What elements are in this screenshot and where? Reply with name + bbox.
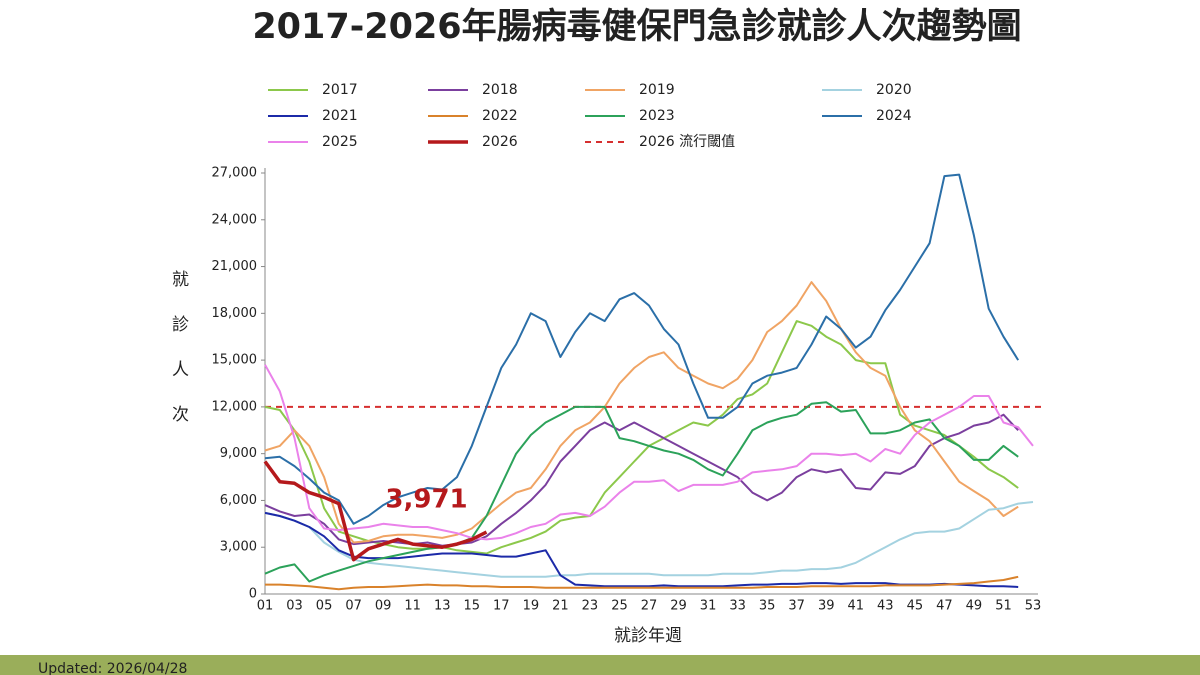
x-tick-label: 17 [493,599,510,614]
series-line [264,364,1034,541]
x-tick-label: 01 [257,599,274,614]
y-tick-label: 12,000 [212,399,258,414]
y-tick-label: 18,000 [212,306,258,321]
series-line [263,460,488,562]
x-tick-label: 19 [523,599,540,614]
legend-label: 2021 [322,108,358,124]
y-tick-label: 0 [249,587,257,602]
y-tick-label: 3,000 [220,540,257,555]
x-tick-label: 53 [1025,599,1042,614]
series-line [264,281,1019,544]
x-tick-label: 15 [463,599,480,614]
series-line [264,173,1020,525]
x-tick-label: 05 [316,599,333,614]
legend-label: 2019 [639,82,675,98]
legend-label: 2023 [639,108,675,124]
x-tick-label: 45 [907,599,924,614]
x-tick-label: 35 [759,599,776,614]
x-tick-label: 37 [788,599,805,614]
x-tick-label: 13 [434,599,451,614]
x-tick-label: 21 [552,599,569,614]
x-tick-label: 09 [375,599,392,614]
x-tick-label: 41 [847,599,864,614]
legend-label: 2026 流行閾值 [639,134,735,150]
x-tick-label: 39 [818,599,835,614]
legend-label: 2022 [482,108,518,124]
x-tick-label: 11 [404,599,421,614]
footer-text: Updated: 2026/04/28 [38,661,187,675]
legend-label: 2024 [876,108,912,124]
chart-title: 2017-2026年腸病毒健保門急診就診人次趨勢圖 [252,7,1021,47]
x-tick-label: 29 [670,599,687,614]
series-line [264,413,1019,547]
x-tick-label: 07 [345,599,362,614]
y-tick-label: 9,000 [220,446,257,461]
x-axis-label: 就診年週 [614,626,682,646]
y-axis-label: 就診人次 [168,270,189,450]
series-line [264,501,1034,578]
x-tick-label: 27 [641,599,658,614]
footer-band [0,655,1200,675]
y-tick-label: 6,000 [220,493,257,508]
series-line [264,401,1019,583]
y-tick-label: 24,000 [212,212,258,227]
x-tick-label: 49 [966,599,983,614]
y-tick-label: 27,000 [212,166,258,181]
legend-label: 2017 [322,82,358,98]
x-tick-label: 25 [611,599,628,614]
legend-label: 2018 [482,82,518,98]
y-tick-label: 21,000 [212,259,258,274]
legend-label: 2025 [322,134,358,150]
x-tick-label: 47 [936,599,953,614]
x-tick-label: 03 [286,599,303,614]
legend-label: 2026 [482,134,518,150]
series-line [264,511,1019,588]
x-tick-label: 51 [995,599,1012,614]
x-tick-label: 33 [729,599,746,614]
y-tick-label: 15,000 [212,353,258,368]
series-line [264,320,1019,555]
data-label: 3,971 [385,485,467,515]
x-tick-label: 23 [582,599,599,614]
series-line [265,575,1019,591]
legend-label: 2020 [876,82,912,98]
x-tick-label: 31 [700,599,717,614]
x-tick-label: 43 [877,599,894,614]
